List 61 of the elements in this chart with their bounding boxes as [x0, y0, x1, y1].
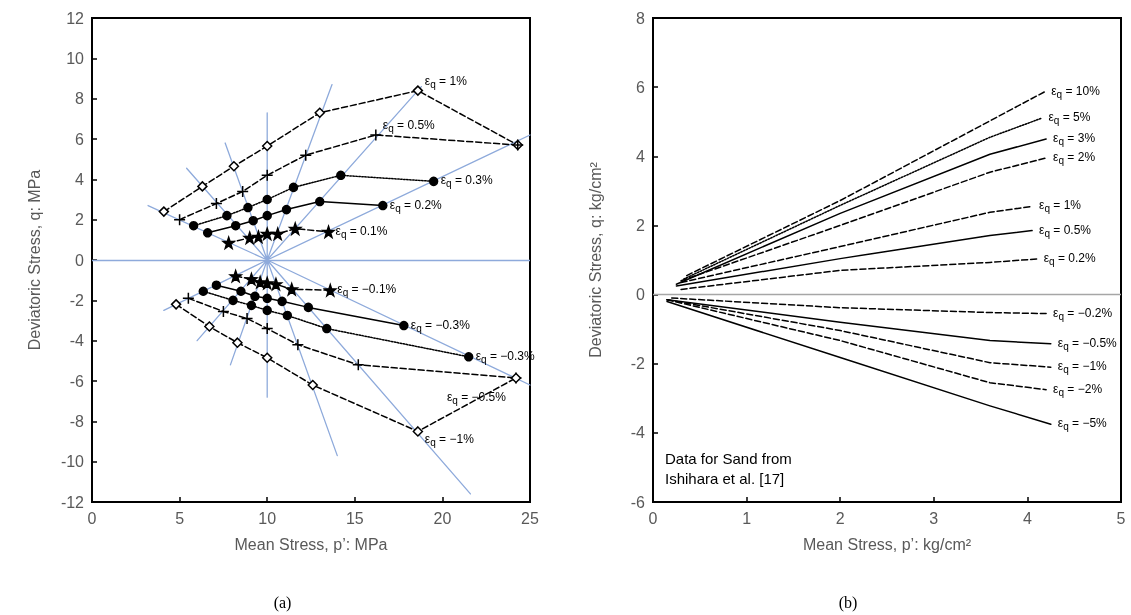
y-tick-label: -6	[630, 493, 646, 511]
annotation: ε$_{q}$ = −1%	[1057, 359, 1107, 378]
annotation: ε$_{q}$ = 3%	[1053, 131, 1096, 150]
annotation: ε$_{q}$ = 10%	[1051, 83, 1100, 103]
text: (b)	[838, 593, 858, 612]
annotation: ε$_{q}$ = −0.2%	[1053, 305, 1113, 324]
x-axis-title: Mean Stress, p’: kg/cm²	[802, 535, 972, 553]
text: (a)	[273, 593, 292, 612]
x-tick-label: 5	[1116, 509, 1126, 527]
x-tick-label: 2	[835, 509, 845, 527]
y-tick-label: 0	[75, 251, 85, 269]
annotation: ε$_{q}$ = 0.2%	[389, 197, 442, 216]
x-tick-label: 15	[345, 509, 364, 527]
y-axis-title: Deviatoric Stress, q: MPa	[25, 169, 43, 351]
y-tick-label: 6	[75, 130, 85, 148]
x-tick-label: 1	[742, 509, 752, 527]
annotation: ε$_{q}$ = 0.3%	[440, 173, 493, 192]
annotation: ε$_{q}$ = −2%	[1053, 381, 1103, 401]
annotation: ε$_{q}$ = 0.2%	[1043, 250, 1096, 270]
y-tick-label: -8	[69, 412, 85, 430]
annotation: ε$_{q}$ = 1%	[1039, 198, 1082, 217]
x-tick-label: 5	[175, 509, 185, 527]
y-tick-label: 4	[75, 170, 85, 188]
y-tick-label: 6	[636, 78, 646, 96]
y-tick-label: 8	[75, 90, 85, 108]
x-tick-label: 0	[87, 509, 97, 527]
x-tick-label: 10	[258, 509, 277, 527]
annotation: ε$_{q}$ = 0.5%	[382, 117, 435, 137]
annotation: ε$_{q}$ = 5%	[1048, 110, 1091, 129]
x-tick-label: 3	[929, 509, 939, 527]
annotation: ε$_{q}$ = 2%	[1053, 150, 1096, 169]
y-tick-label: -12	[60, 493, 85, 511]
y-tick-label: -4	[69, 332, 85, 350]
y-tick-label: -4	[630, 424, 646, 442]
y-tick-label: -2	[69, 291, 85, 309]
x-tick-label: 25	[521, 509, 539, 527]
y-tick-label: 2	[636, 216, 646, 234]
x-axis-title: Mean Stress, p’: MPa	[234, 535, 388, 553]
annotation: ε$_{q}$ = −0.1%	[337, 282, 397, 301]
y-tick-label: 12	[66, 9, 85, 27]
y-tick-label: 4	[636, 147, 646, 165]
annotation: ε$_{q}$ = 1%	[424, 73, 467, 92]
y-tick-label: 8	[636, 9, 646, 27]
annotation: ε$_{q}$ = −1%	[424, 432, 474, 451]
y-tick-label: -2	[630, 355, 646, 373]
y-tick-label: 10	[66, 49, 85, 67]
annotation: ε$_{q}$ = −5%	[1057, 416, 1107, 435]
y-tick-label: -10	[60, 453, 85, 471]
y-tick-label: 0	[636, 286, 646, 304]
annotation: ε$_{q}$ = 0.5%	[1039, 222, 1092, 241]
annotation: ε$_{q}$ = −0.5%	[447, 389, 506, 409]
y-axis-title: Deviatoric Stress, q: kg/cm²	[586, 161, 604, 358]
annotation: ε$_{q}$ = −0.3%	[410, 317, 470, 336]
y-tick-label: -6	[69, 372, 85, 390]
y-tick-label: 2	[75, 211, 85, 229]
x-tick-label: 20	[433, 509, 452, 527]
annotation: Data for Sand from Ishihara et al. [17]	[665, 449, 792, 487]
annotation: ε$_{q}$ = −0.5%	[1057, 335, 1117, 355]
x-tick-label: 0	[648, 509, 658, 527]
x-tick-label: 4	[1022, 509, 1032, 527]
annotation: ε$_{q}$ = 0.1%	[335, 223, 388, 243]
